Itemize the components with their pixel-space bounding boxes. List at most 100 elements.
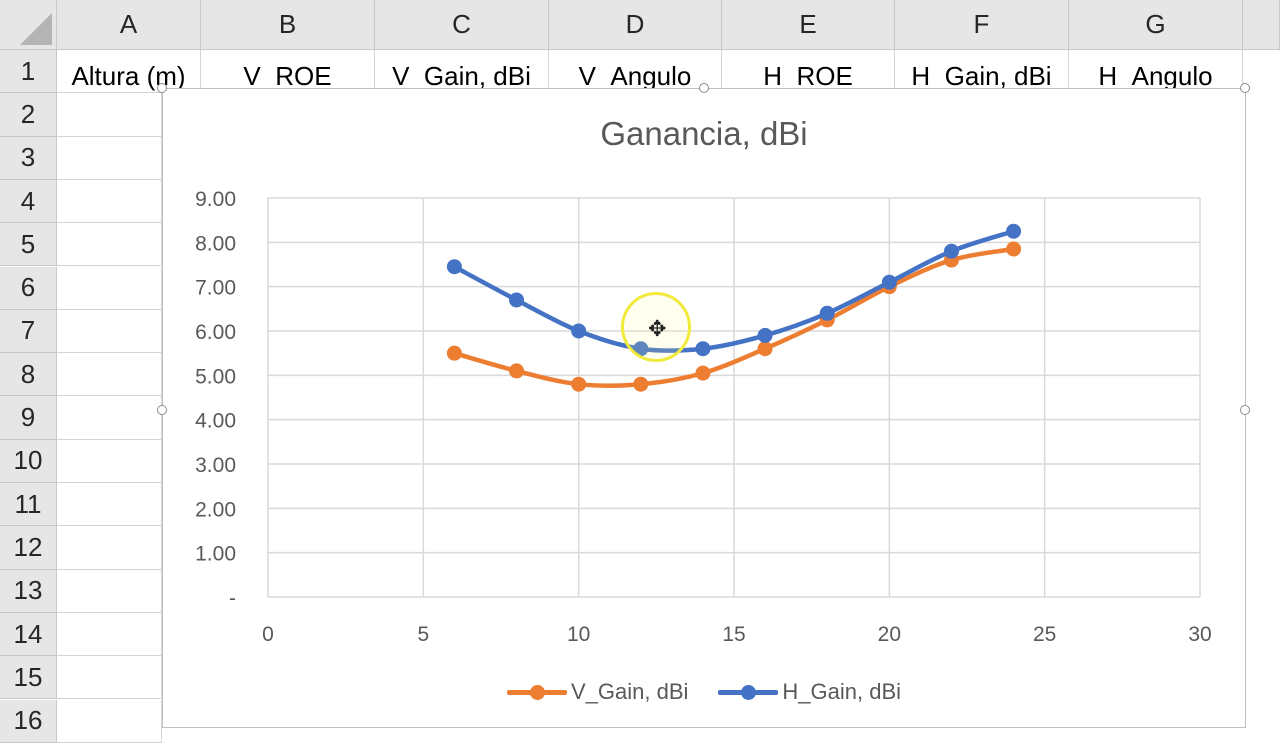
row-header-3[interactable]: 3 <box>0 136 57 180</box>
cell-a4[interactable] <box>57 179 162 224</box>
cell-a9[interactable] <box>57 396 162 440</box>
resize-handle-top-left[interactable] <box>157 83 167 93</box>
series-line-h-gain <box>452 229 1016 353</box>
y-tick-label: - <box>229 587 236 610</box>
cell-e1[interactable]: H_ROE <box>722 50 895 94</box>
column-header-next[interactable] <box>1243 0 1280 50</box>
data-point-v-gain <box>446 345 462 361</box>
x-tick-label: 0 <box>262 623 274 646</box>
cell-c1[interactable]: V_Gain, dBi <box>375 50 549 94</box>
x-tick-label: 15 <box>722 623 745 646</box>
y-tick-label: 3.00 <box>195 454 236 477</box>
data-point-v-gain <box>757 341 773 357</box>
cell-a8[interactable] <box>57 353 162 397</box>
row-header-10[interactable]: 10 <box>0 439 57 483</box>
row-header-12[interactable]: 12 <box>0 526 57 570</box>
row-header-7[interactable]: 7 <box>0 309 57 354</box>
chart-title: Ganancia, dBi <box>600 115 808 152</box>
column-header-b[interactable]: B <box>201 0 375 50</box>
data-point-v-gain <box>571 376 587 392</box>
data-point-h-gain <box>509 292 525 308</box>
column-header-c[interactable]: C <box>375 0 549 50</box>
y-tick-label: 9.00 <box>195 188 236 211</box>
data-point-h-gain <box>1006 223 1022 239</box>
y-tick-label: 7.00 <box>195 277 236 300</box>
line-chart: - 1.00 2.00 3.00 4.00 5.00 6.00 7.00 8.00 9.00 0 5 1… <box>195 188 1212 646</box>
data-point-v-gain <box>509 363 525 379</box>
legend-swatch-v-gain <box>506 682 567 702</box>
row-header-5[interactable]: 5 <box>0 223 57 267</box>
series-line-v-gain <box>452 246 1016 388</box>
y-tick-label: 8.00 <box>195 232 236 255</box>
cell-a10[interactable] <box>57 439 162 483</box>
row-header-14[interactable]: 14 <box>0 612 57 657</box>
x-tick-label: 30 <box>1188 623 1211 646</box>
legend-item-h-gain: H_Gain, dBi <box>718 679 901 705</box>
cell-f1[interactable]: H_Gain, dBi <box>895 50 1069 94</box>
data-point-h-gain <box>571 323 587 339</box>
cell-a6[interactable] <box>57 266 162 310</box>
cell-a7[interactable] <box>57 309 162 354</box>
y-tick-label: 6.00 <box>195 321 236 344</box>
row-header-15[interactable]: 15 <box>0 656 57 700</box>
row-header-1[interactable]: 1 <box>0 50 57 94</box>
cell-d1[interactable]: V_Angulo <box>549 50 722 94</box>
column-header-d[interactable]: D <box>549 0 722 50</box>
x-tick-label: 10 <box>567 623 590 646</box>
legend-label-v-gain: V_Gain, dBi <box>570 679 689 704</box>
select-all-triangle <box>20 13 52 45</box>
column-header-f[interactable]: F <box>895 0 1069 50</box>
row-header-2[interactable]: 2 <box>0 93 57 137</box>
column-header-g[interactable]: G <box>1069 0 1243 50</box>
cell-a1[interactable]: Altura (m) <box>57 50 201 94</box>
cell-a12[interactable] <box>57 526 162 570</box>
cell-a15[interactable] <box>57 656 162 700</box>
y-tick-label: 4.00 <box>195 410 236 433</box>
row-header-9[interactable]: 9 <box>0 396 57 440</box>
data-point-h-gain <box>446 259 462 275</box>
row-header-4[interactable]: 4 <box>0 179 57 224</box>
resize-handle-top-right[interactable] <box>1240 83 1250 93</box>
legend-swatch-h-gain <box>718 682 779 702</box>
data-point-v-gain <box>633 376 649 392</box>
column-header-a[interactable]: A <box>57 0 201 50</box>
x-tick-label: 25 <box>1033 623 1056 646</box>
cursor-highlight <box>621 292 691 362</box>
legend-label-h-gain: H_Gain, dBi <box>782 679 902 704</box>
column-header-e[interactable]: E <box>722 0 895 50</box>
row-header-13[interactable]: 13 <box>0 569 57 613</box>
row-header-8[interactable]: 8 <box>0 353 57 397</box>
data-point-h-gain <box>819 305 835 321</box>
select-all-corner[interactable] <box>0 0 57 50</box>
cell-g1[interactable]: H_Angulo <box>1069 50 1243 94</box>
data-point-h-gain <box>757 327 773 343</box>
x-tick-label: 20 <box>878 623 901 646</box>
cell-a11[interactable] <box>57 483 162 527</box>
row-header-11[interactable]: 11 <box>0 483 57 527</box>
row-header-6[interactable]: 6 <box>0 266 57 310</box>
data-point-h-gain <box>695 341 711 357</box>
cell-b1[interactable]: V_ROE <box>201 50 375 94</box>
move-cursor-icon: ✥ <box>648 316 667 341</box>
cell-a16[interactable] <box>57 699 162 743</box>
chart-area[interactable]: Ganancia, dBi - 1.00 2.00 3.00 4.00 5.00 6.00 7… <box>162 88 1246 728</box>
y-tick-label: 2.00 <box>195 498 236 521</box>
data-point-h-gain <box>881 274 897 290</box>
row-header-16[interactable]: 16 <box>0 699 57 743</box>
legend-item-v-gain: V_Gain, dBi <box>506 679 689 705</box>
resize-handle-middle-right[interactable] <box>1240 405 1250 415</box>
resize-handle-middle-left[interactable] <box>157 405 167 415</box>
y-tick-label: 5.00 <box>195 365 236 388</box>
cell-a3[interactable] <box>57 136 162 180</box>
y-tick-label: 1.00 <box>195 543 236 566</box>
data-point-h-gain <box>943 243 959 259</box>
resize-handle-top-middle[interactable] <box>699 83 709 93</box>
cell-a2[interactable] <box>57 93 162 137</box>
cell-a13[interactable] <box>57 569 162 613</box>
cell-a5[interactable] <box>57 223 162 267</box>
x-tick-label: 5 <box>417 623 429 646</box>
data-point-v-gain <box>1006 241 1022 257</box>
data-point-v-gain <box>695 365 711 381</box>
cell-a14[interactable] <box>57 612 162 657</box>
chart-legend: V_Gain, dBi H_Gain, dBi <box>163 679 1245 705</box>
